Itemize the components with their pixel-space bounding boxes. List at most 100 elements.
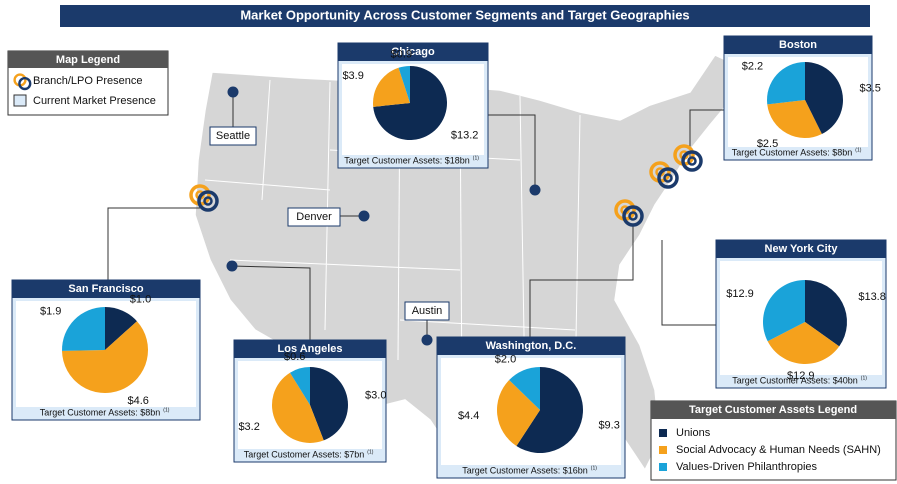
map-legend-header (8, 51, 168, 68)
city-footer: Target Customer Assets: $40bn (732, 375, 858, 385)
market-label: Austin (412, 305, 443, 317)
pie-label: $12.9 (787, 370, 815, 382)
legend-swatch (659, 446, 667, 454)
pie-slice (373, 67, 410, 107)
branch-ring (622, 205, 644, 227)
pie-slice (805, 280, 848, 347)
connectors (107, 92, 724, 340)
branch-icon (649, 161, 679, 189)
footnote: (1) (591, 465, 597, 471)
branch-ring (657, 167, 679, 189)
footnote: (1) (473, 155, 479, 161)
map-legend-item: Current Market Presence (33, 95, 156, 107)
branch-ring (203, 196, 213, 206)
pie-slice (62, 321, 148, 393)
city-footer: Target Customer Assets: $8bn (732, 147, 853, 157)
city-name: Chicago (391, 46, 435, 58)
city-footer: Target Customer Assets: $16bn (462, 465, 588, 475)
pie-slice (516, 367, 583, 453)
city-header (12, 280, 200, 298)
pie-slice (61, 307, 105, 351)
pie-slice (289, 367, 310, 405)
branch-ring (663, 173, 673, 183)
pie-slice (373, 66, 448, 141)
map-legend-title: Map Legend (56, 54, 120, 66)
pie-label: $0.9 (391, 49, 412, 61)
pie-slice (272, 372, 324, 443)
pie-label: $3.0 (365, 390, 386, 402)
pie-label: $2.2 (742, 61, 763, 73)
city-name: Washington, D.C. (486, 340, 577, 352)
market-dot (421, 334, 433, 346)
pie-slice (805, 62, 844, 135)
city-header (437, 337, 625, 355)
pie-slice (398, 66, 410, 103)
branch-icon (189, 184, 219, 212)
pie-slice (762, 280, 805, 342)
legend-swatch (659, 463, 667, 471)
market-dot (226, 260, 238, 272)
city-name: New York City (765, 243, 839, 255)
branch-ring (681, 150, 703, 172)
pie-label: $4.4 (458, 410, 479, 422)
pie-slice (105, 307, 137, 350)
market-label-box (209, 126, 257, 146)
legend-item: Social Advocacy & Human Needs (SAHN) (676, 444, 881, 456)
pie-label: $4.6 (127, 395, 148, 407)
legend-item: Unions (676, 427, 711, 439)
pie-label: $0.6 (284, 351, 305, 363)
pie-slice (509, 367, 540, 410)
pie-label: $1.0 (130, 294, 151, 306)
pie-slice (767, 62, 805, 105)
city-footer: Target Customer Assets: $8bn (40, 407, 161, 417)
market-label: Denver (296, 211, 332, 223)
pie-label: $3.5 (860, 83, 881, 95)
assets-legend-header (651, 401, 896, 419)
pie-label: $12.9 (726, 288, 754, 300)
market-label-box (287, 207, 341, 227)
footnote: (1) (855, 147, 861, 153)
pie-slice (767, 322, 840, 365)
city-name: Boston (779, 39, 817, 51)
assets-legend-title: Target Customer Assets Legend (689, 404, 857, 416)
city-header (234, 340, 386, 358)
legend-item: Values-Driven Philanthropies (676, 461, 818, 473)
branch-icon (673, 144, 703, 172)
market-dot (529, 184, 541, 196)
market-label: Seattle (216, 130, 250, 142)
branch-icon (13, 73, 32, 91)
title: Market Opportunity Across Customer Segme… (240, 7, 689, 22)
branch-ring (687, 156, 697, 166)
pie-label: $9.3 (598, 420, 619, 432)
city-name: San Francisco (68, 283, 143, 295)
legend-swatch (659, 429, 667, 437)
branch-icon (614, 199, 644, 227)
city-name: Los Angeles (278, 343, 343, 355)
market-label-box (404, 301, 450, 321)
pie-label: $2.0 (495, 353, 516, 365)
pie-slice (497, 380, 540, 446)
city-footer: Target Customer Assets: $18bn (344, 155, 470, 165)
pie-label: $13.2 (451, 130, 479, 142)
pie-slice (310, 367, 348, 441)
pie-label: $1.9 (40, 305, 61, 317)
branch-ring (197, 190, 219, 212)
pie-slice (767, 100, 822, 138)
branch-ring (628, 211, 638, 221)
presence-swatch (13, 94, 27, 107)
map-legend-item: Branch/LPO Presence (33, 75, 142, 87)
market-dot (227, 86, 239, 98)
pie-label: $3.2 (238, 421, 259, 433)
city-header (338, 43, 488, 61)
city-footer: Target Customer Assets: $7bn (244, 449, 365, 459)
title-bar (60, 5, 870, 27)
pie-label: $3.9 (342, 70, 363, 82)
footnote: (1) (367, 449, 373, 455)
pie-label: $13.8 (858, 291, 886, 303)
market-dot (358, 210, 370, 222)
pie-label: $2.5 (757, 138, 778, 150)
footnote: (1) (861, 375, 867, 381)
city-header (724, 36, 872, 54)
footnote: (1) (163, 407, 169, 413)
